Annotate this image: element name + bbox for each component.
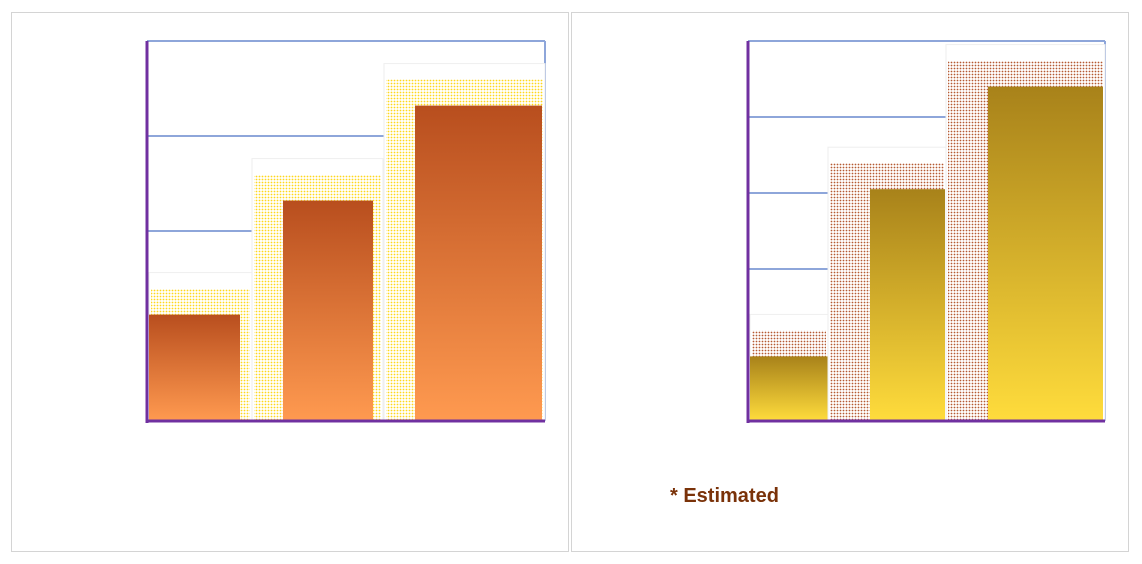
chart-panel-right: * Estimated — [571, 12, 1129, 552]
footnote-estimated: * Estimated — [670, 485, 779, 507]
chart-panel-left — [11, 12, 569, 552]
bar-left-2 — [251, 158, 384, 422]
bar-chart-left — [145, 40, 546, 423]
bar-left-1 — [148, 272, 253, 422]
bar-right-1 — [749, 313, 829, 422]
bar-right-2 — [827, 146, 947, 422]
bar-right-3 — [945, 44, 1106, 422]
bar-left-3 — [383, 63, 546, 422]
bar-chart-right — [746, 40, 1106, 423]
